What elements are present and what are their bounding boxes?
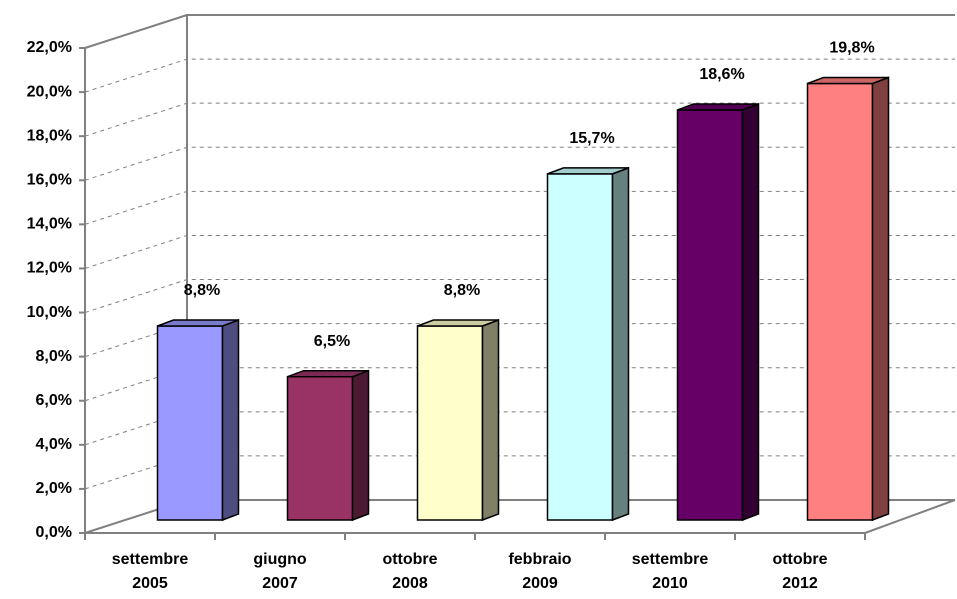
value-label: 8,8% (444, 282, 480, 299)
bar-side (611, 166, 630, 522)
bar-side (871, 76, 890, 522)
x-tick-label: settembre 2005 (111, 551, 189, 592)
bar-side (221, 318, 240, 522)
value-label: 18,6% (699, 66, 744, 83)
bar-front (806, 82, 874, 521)
bar-top (547, 167, 629, 175)
bar (286, 369, 370, 522)
y-tick-label: 6,0% (36, 392, 72, 409)
bar-side (741, 102, 760, 522)
bar-top (287, 369, 369, 378)
x-tick-label: settembre 2010 (631, 551, 709, 592)
y-tick-label: 2,0% (36, 480, 72, 497)
bar (676, 102, 760, 522)
bar-front (416, 325, 484, 521)
y-tick-label: 22,0% (27, 39, 72, 56)
value-label: 19,8% (829, 40, 874, 57)
value-label: 8,8% (184, 282, 220, 299)
x-tick-label: ottobre 2008 (382, 551, 438, 592)
y-tick-label: 10,0% (27, 304, 72, 321)
y-tick-label: 20,0% (27, 83, 72, 100)
y-tick-label: 4,0% (36, 436, 72, 453)
bar-top (807, 76, 889, 85)
bar (156, 318, 240, 522)
grid-line (84, 102, 955, 137)
value-label: 15,7% (569, 130, 614, 147)
bar-top (157, 319, 239, 327)
bar (806, 76, 890, 522)
y-tick-label: 14,0% (27, 216, 72, 233)
floor-right (864, 499, 956, 534)
bar-side (351, 369, 370, 522)
bar-top (417, 319, 499, 327)
x-tick-label: febbraio 2009 (508, 551, 572, 592)
bar-front (286, 375, 354, 521)
bar-side (481, 318, 500, 522)
bar-top (677, 103, 759, 111)
y-tick-label: 16,0% (27, 171, 72, 188)
grid-line (84, 14, 955, 49)
y-tick-label: 12,0% (27, 260, 72, 277)
bar (416, 318, 500, 522)
value-label: 6,5% (314, 333, 350, 350)
y-tick-label: 0,0% (36, 524, 72, 541)
y-tick-label: 8,0% (36, 348, 72, 365)
bar (546, 166, 630, 522)
bar-front (676, 109, 744, 521)
x-tick-label: giugno 2007 (253, 551, 307, 592)
y-tick-label: 18,0% (27, 127, 72, 144)
grid-line (84, 58, 955, 93)
x-tick-label: ottobre 2012 (772, 551, 828, 592)
bar-front (546, 173, 614, 521)
bar-front (156, 325, 224, 521)
